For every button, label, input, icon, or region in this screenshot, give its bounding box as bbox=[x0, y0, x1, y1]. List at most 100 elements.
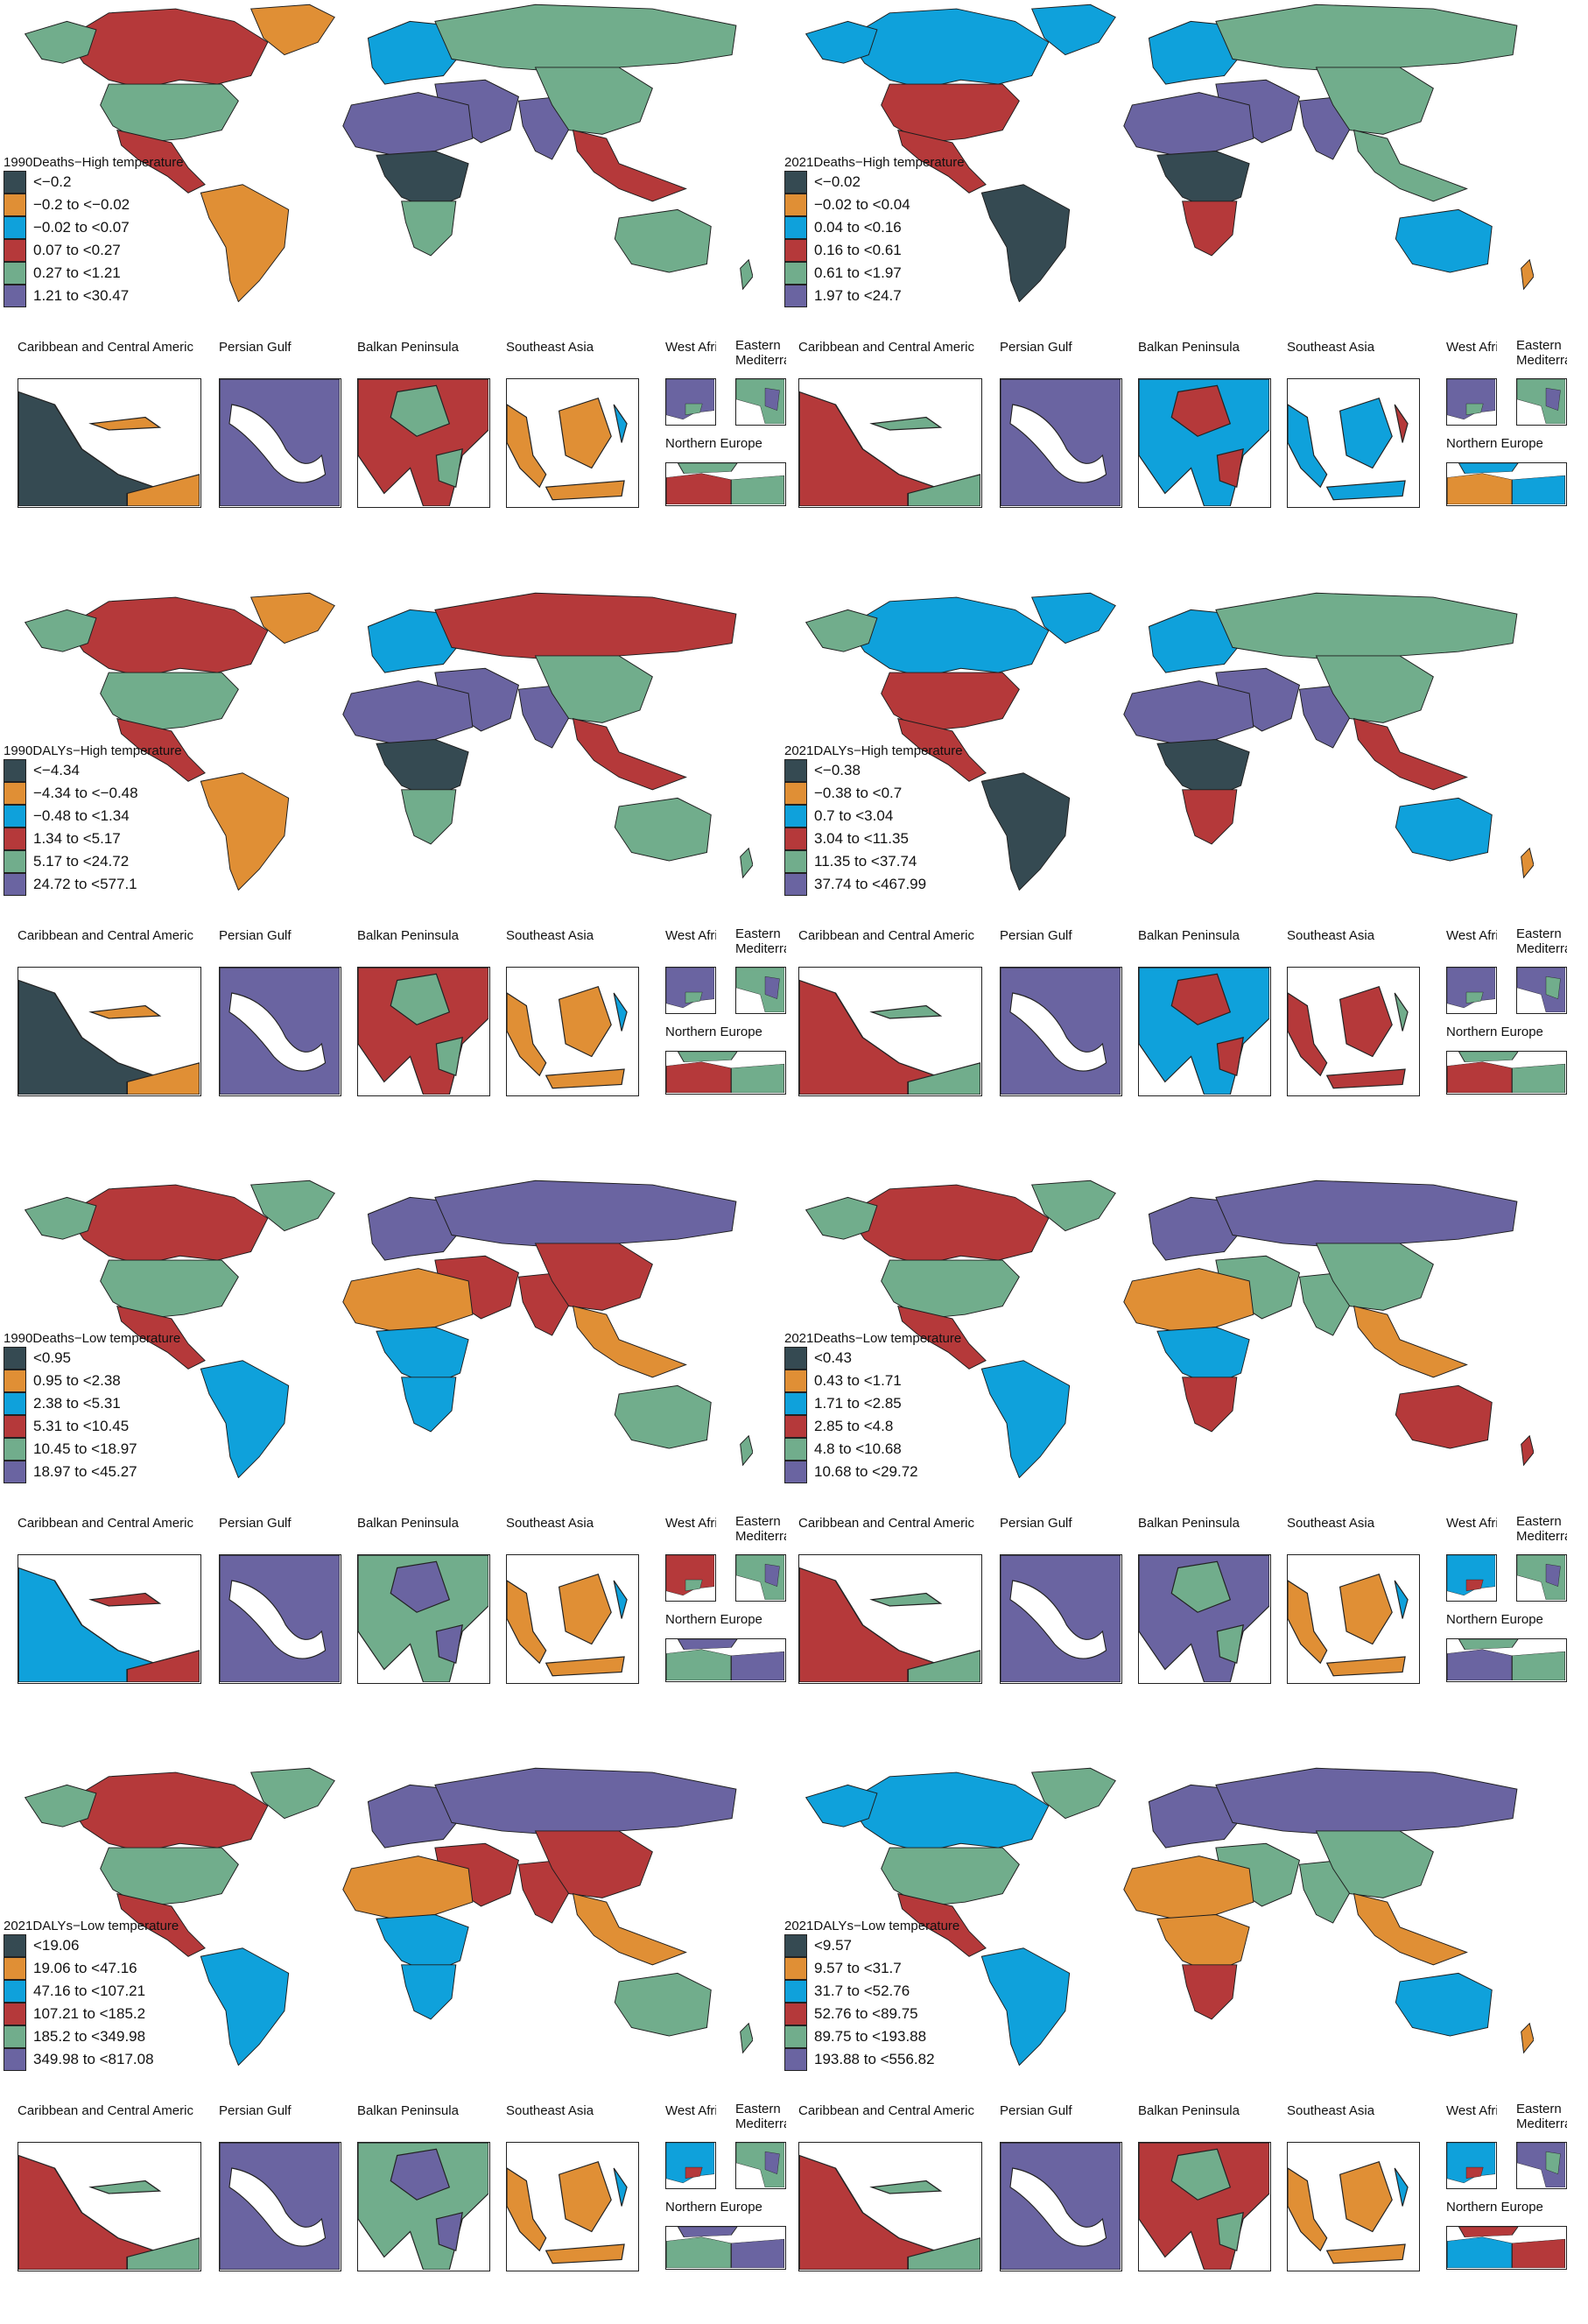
inset-label-southeast-asia: Southeast Asia bbox=[1287, 1516, 1375, 1531]
legend-title: 1990Deaths−Low temperature bbox=[4, 1331, 181, 1346]
legend-swatch bbox=[4, 827, 26, 850]
legend: 1990Deaths−High temperature <−0.2 −0.2 to … bbox=[4, 155, 184, 307]
region-europe bbox=[367, 609, 461, 673]
region-greenland bbox=[249, 1180, 335, 1232]
inset-map-eastern-med bbox=[735, 378, 786, 426]
region-australia bbox=[614, 1972, 712, 2037]
legend-entry: 0.07 to <0.27 bbox=[4, 239, 184, 262]
legend-entry: <−0.38 bbox=[784, 759, 963, 782]
legend-entry: −0.38 to <0.7 bbox=[784, 782, 963, 805]
region-north-america bbox=[847, 596, 1050, 678]
legend-swatch bbox=[4, 1438, 26, 1461]
legend-label: 19.06 to <47.16 bbox=[33, 1960, 137, 1976]
region-se-asia bbox=[572, 129, 687, 202]
region-alaska bbox=[24, 1784, 97, 1828]
inset-label-persian-gulf: Persian Gulf bbox=[219, 340, 292, 355]
region-china bbox=[534, 655, 653, 723]
legend-swatch bbox=[4, 873, 26, 896]
legend-entry: 2.38 to <5.31 bbox=[4, 1392, 180, 1415]
region-usa bbox=[881, 83, 1020, 144]
map-panel: 2021DALYs−Low temperature <9.57 9.57 to <3… bbox=[781, 1764, 1569, 2324]
region-mexico bbox=[897, 129, 987, 194]
inset-map-southeast-asia bbox=[506, 378, 639, 508]
region-africa-central bbox=[1156, 1914, 1250, 1974]
region-north-america bbox=[847, 8, 1050, 89]
region-china bbox=[534, 67, 653, 135]
inset-label-caribbean: Caribbean and Central Americ bbox=[18, 340, 193, 355]
legend-entry: 2.85 to <4.8 bbox=[784, 1415, 961, 1438]
legend-swatch bbox=[784, 262, 807, 285]
legend-swatch bbox=[784, 285, 807, 307]
inset-map-southeast-asia bbox=[1287, 378, 1420, 508]
inset-label-eastern-med: Eastern Mediterra bbox=[735, 926, 786, 956]
inset-label-northern-europe: Northern Europe bbox=[1446, 2200, 1543, 2215]
region-alaska bbox=[24, 20, 97, 64]
inset-label-persian-gulf: Persian Gulf bbox=[219, 1516, 292, 1531]
world-choropleth-map bbox=[805, 592, 1534, 891]
legend-entry: 0.61 to <1.97 bbox=[784, 262, 965, 285]
legend-swatch bbox=[784, 239, 807, 262]
inset-map-eastern-med bbox=[735, 967, 786, 1014]
inset-map-eastern-med bbox=[1516, 967, 1567, 1014]
region-africa-north bbox=[1123, 1268, 1254, 1332]
legend-entry: <0.95 bbox=[4, 1347, 180, 1370]
legend-swatch bbox=[784, 1438, 807, 1461]
region-africa-central bbox=[376, 1914, 469, 1974]
legend-entry: 52.76 to <89.75 bbox=[784, 2003, 959, 2025]
inset-label-eastern-med: Eastern Mediterra bbox=[1516, 1514, 1567, 1544]
legend-label: 0.16 to <0.61 bbox=[814, 242, 902, 258]
region-new-zealand bbox=[740, 847, 753, 879]
legend-label: 0.95 to <2.38 bbox=[33, 1372, 121, 1389]
legend-swatch bbox=[4, 239, 26, 262]
inset-map-eastern-med bbox=[1516, 1554, 1567, 1602]
region-australia bbox=[1395, 208, 1493, 273]
region-alaska bbox=[805, 1196, 878, 1240]
legend-entry: 0.95 to <2.38 bbox=[4, 1370, 180, 1392]
region-africa-south bbox=[401, 789, 457, 845]
inset-map-northern-europe bbox=[1446, 462, 1567, 506]
legend-swatch bbox=[784, 171, 807, 194]
region-north-america bbox=[66, 1184, 269, 1265]
legend-swatch bbox=[4, 2048, 26, 2071]
region-africa-north bbox=[1123, 92, 1254, 156]
inset-label-persian-gulf: Persian Gulf bbox=[1000, 340, 1072, 355]
region-australia bbox=[1395, 797, 1493, 862]
legend-label: <9.57 bbox=[814, 1937, 853, 1954]
legend-swatch bbox=[784, 850, 807, 873]
legend: 2021DALYs−Low temperature <19.06 19.06 to … bbox=[4, 1919, 179, 2071]
legend-swatch bbox=[4, 1347, 26, 1370]
legend-swatch bbox=[784, 759, 807, 782]
region-mexico bbox=[897, 717, 987, 782]
world-choropleth-map bbox=[24, 4, 753, 302]
region-alaska bbox=[24, 609, 97, 652]
region-new-zealand bbox=[740, 258, 753, 291]
legend-entry: <19.06 bbox=[4, 1934, 179, 1957]
legend-label: −0.02 to <0.04 bbox=[814, 196, 910, 213]
legend-label: 1.71 to <2.85 bbox=[814, 1395, 902, 1412]
region-greenland bbox=[249, 4, 335, 56]
legend-entry: −4.34 to <−0.48 bbox=[4, 782, 182, 805]
region-usa bbox=[100, 1847, 239, 1907]
inset-map-balkan bbox=[1138, 967, 1271, 1096]
legend-entry: 9.57 to <31.7 bbox=[784, 1957, 959, 1980]
legend-label: 0.07 to <0.27 bbox=[33, 242, 121, 258]
legend: 2021Deaths−Low temperature <0.43 0.43 to <… bbox=[784, 1331, 961, 1483]
legend-label: <0.43 bbox=[814, 1349, 853, 1366]
legend-entry: <−0.2 bbox=[4, 171, 184, 194]
legend-label: <0.95 bbox=[33, 1349, 72, 1366]
region-africa-north bbox=[342, 1856, 474, 1919]
inset-label-caribbean: Caribbean and Central Americ bbox=[18, 2103, 193, 2118]
inset-label-eastern-med: Eastern Mediterra bbox=[735, 2102, 786, 2131]
region-alaska bbox=[805, 1784, 878, 1828]
legend-label: −0.02 to <0.07 bbox=[33, 219, 130, 236]
region-north-america bbox=[66, 8, 269, 89]
map-panel: 1990Deaths−High temperature <−0.2 −0.2 to … bbox=[0, 0, 788, 560]
inset-label-northern-europe: Northern Europe bbox=[665, 1612, 762, 1627]
inset-map-caribbean bbox=[18, 378, 201, 508]
inset-map-persian-gulf bbox=[1000, 1554, 1122, 1684]
inset-map-balkan bbox=[357, 378, 490, 508]
region-europe bbox=[1148, 1784, 1242, 1849]
legend-swatch bbox=[784, 1370, 807, 1392]
legend-label: 349.98 to <817.08 bbox=[33, 2051, 154, 2067]
legend-label: 107.21 to <185.2 bbox=[33, 2005, 146, 2022]
